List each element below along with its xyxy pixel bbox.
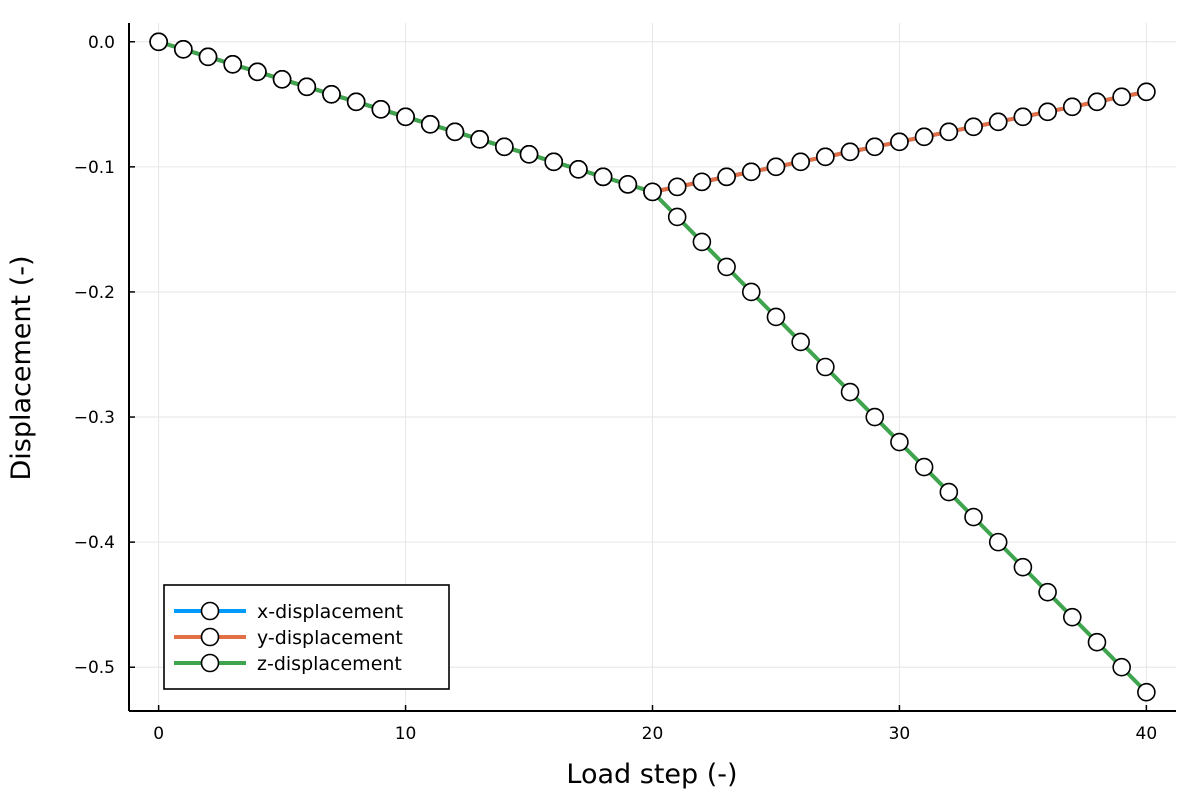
data-point: [717, 167, 736, 187]
x-tick-label: 0: [153, 724, 164, 744]
data-point: [791, 152, 810, 172]
data-point: [593, 167, 613, 187]
data-point: [1087, 632, 1107, 652]
data-point: [1112, 87, 1131, 107]
data-point: [939, 482, 959, 502]
data-point: [1038, 102, 1057, 122]
data-point: [816, 147, 835, 167]
data-point: [865, 137, 885, 157]
data-point: [692, 172, 712, 192]
legend-label: x-displacement: [257, 601, 403, 623]
data-point: [840, 382, 860, 402]
data-point: [840, 142, 860, 162]
data-point: [643, 182, 662, 202]
data-point: [964, 507, 983, 527]
data-point: [519, 145, 539, 164]
x-tick-label: 30: [889, 724, 911, 744]
data-point: [890, 432, 909, 452]
data-point: [569, 160, 588, 179]
legend: x-displacement y-displacement z-displaceme…: [163, 584, 450, 690]
data-point: [223, 54, 243, 74]
data-point: [692, 232, 712, 252]
data-point: [914, 127, 934, 147]
y-tick-label: −0.4: [74, 533, 115, 553]
data-point: [741, 282, 761, 302]
x-tick-label: 20: [642, 724, 664, 744]
data-point: [470, 130, 489, 149]
y-tick-label: −0.5: [74, 658, 115, 678]
data-point: [766, 307, 786, 327]
data-point: [272, 69, 292, 89]
y-tick-label: −0.1: [74, 158, 115, 178]
data-point: [1137, 82, 1156, 102]
y-axis-title: Displacement (-): [6, 255, 37, 480]
data-point: [297, 77, 317, 97]
series-markers: [149, 32, 1156, 702]
data-point: [1013, 107, 1033, 127]
legend-swatch-marker: [200, 653, 220, 673]
data-point: [741, 162, 761, 182]
axes: [128, 23, 1176, 712]
data-point: [988, 532, 1008, 552]
legend-label: y-displacement: [257, 627, 403, 649]
data-point: [1062, 97, 1082, 117]
data-point: [248, 62, 267, 82]
data-point: [618, 175, 638, 194]
legend-label: z-displacement: [257, 653, 402, 675]
data-point: [371, 100, 391, 119]
data-point: [1112, 657, 1131, 677]
data-point: [1062, 607, 1082, 627]
data-point: [766, 157, 786, 177]
data-point: [1087, 92, 1107, 112]
data-point: [667, 177, 687, 197]
data-point: [939, 122, 959, 142]
y-tick-label: −0.3: [74, 408, 115, 428]
x-tick-label: 10: [395, 724, 417, 744]
data-point: [149, 32, 168, 52]
data-point: [1013, 557, 1033, 577]
legend-swatch-marker: [200, 601, 220, 621]
y-tick-label: −0.2: [74, 283, 115, 303]
data-point: [791, 332, 810, 352]
tick-labels: 0 10 20 30 40 0.0 −0.1 −0.2 −0.3 −0.4 −0.5: [74, 33, 1157, 744]
data-point: [396, 107, 415, 127]
data-point: [346, 92, 366, 112]
y-tick-label: 0.0: [88, 33, 115, 53]
data-point: [198, 47, 218, 67]
x-tick-label: 40: [1136, 724, 1158, 744]
data-point: [495, 137, 514, 157]
data-point: [1137, 682, 1156, 702]
data-point: [816, 357, 835, 377]
x-axis-title: Load step (-): [566, 759, 737, 790]
data-point: [174, 39, 193, 59]
data-point: [322, 85, 341, 104]
legend-swatch-marker: [200, 627, 220, 647]
data-point: [1038, 582, 1057, 602]
data-point: [445, 122, 465, 142]
data-point: [865, 407, 885, 427]
data-point: [914, 457, 934, 477]
data-point: [717, 257, 736, 277]
data-point: [667, 207, 687, 227]
data-point: [890, 132, 909, 152]
data-point: [420, 115, 440, 134]
data-point: [988, 112, 1008, 132]
data-point: [964, 117, 983, 137]
data-point: [544, 152, 564, 172]
